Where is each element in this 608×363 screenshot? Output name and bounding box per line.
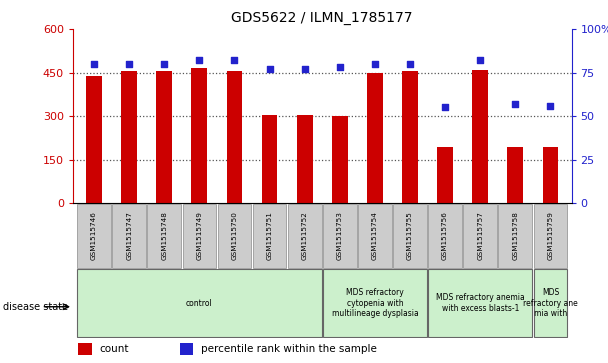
Text: GSM1515750: GSM1515750 [232,212,238,260]
Point [511,101,520,107]
Point [405,61,415,67]
Bar [437,147,453,203]
Bar [402,71,418,203]
Point [475,57,485,63]
Text: count: count [100,344,130,354]
Text: GSM1515754: GSM1515754 [372,212,378,260]
FancyBboxPatch shape [428,269,532,337]
Point [195,57,204,63]
Bar [367,73,383,203]
Text: GSM1515753: GSM1515753 [337,212,343,260]
FancyBboxPatch shape [218,204,251,268]
Point [264,66,274,72]
FancyBboxPatch shape [288,204,322,268]
Bar [332,116,348,203]
FancyBboxPatch shape [112,204,146,268]
Title: GDS5622 / ILMN_1785177: GDS5622 / ILMN_1785177 [232,11,413,25]
Text: disease state: disease state [3,302,68,312]
Point [300,66,309,72]
Text: GSM1515749: GSM1515749 [196,212,202,260]
Bar [227,71,243,203]
FancyBboxPatch shape [463,204,497,268]
FancyBboxPatch shape [147,204,181,268]
Text: GSM1515751: GSM1515751 [266,212,272,260]
Point [545,103,555,109]
Point [124,61,134,67]
Bar [508,147,523,203]
Point [159,61,169,67]
Bar [86,76,102,203]
Text: GSM1515758: GSM1515758 [513,212,519,260]
Bar [297,115,313,203]
FancyBboxPatch shape [77,269,322,337]
Text: GSM1515755: GSM1515755 [407,212,413,260]
Bar [78,343,92,355]
Text: GSM1515759: GSM1515759 [547,212,553,260]
FancyBboxPatch shape [253,204,286,268]
Bar [542,147,558,203]
Bar [192,68,207,203]
FancyBboxPatch shape [323,269,427,337]
Text: MDS
refractory ane
mia with: MDS refractory ane mia with [523,288,578,318]
Point [89,61,99,67]
Point [440,105,450,110]
Bar [180,343,193,355]
Text: MDS refractory anemia
with excess blasts-1: MDS refractory anemia with excess blasts… [436,293,525,313]
Text: control: control [186,299,213,307]
Text: percentile rank within the sample: percentile rank within the sample [201,344,377,354]
FancyBboxPatch shape [77,204,111,268]
Text: GSM1515756: GSM1515756 [442,212,448,260]
Bar [261,115,277,203]
Text: MDS refractory
cytopenia with
multilineage dysplasia: MDS refractory cytopenia with multilinea… [331,288,418,318]
Point [335,65,345,70]
Text: GSM1515752: GSM1515752 [302,212,308,260]
FancyBboxPatch shape [323,204,357,268]
FancyBboxPatch shape [182,204,216,268]
Point [230,57,240,63]
Bar [156,71,172,203]
FancyBboxPatch shape [428,204,462,268]
FancyBboxPatch shape [534,269,567,337]
Bar [121,71,137,203]
FancyBboxPatch shape [358,204,392,268]
Point [370,61,380,67]
Text: GSM1515746: GSM1515746 [91,212,97,260]
FancyBboxPatch shape [499,204,532,268]
Text: GSM1515747: GSM1515747 [126,212,132,260]
Text: GSM1515748: GSM1515748 [161,212,167,260]
Bar [472,70,488,203]
FancyBboxPatch shape [534,204,567,268]
FancyBboxPatch shape [393,204,427,268]
Text: GSM1515757: GSM1515757 [477,212,483,260]
